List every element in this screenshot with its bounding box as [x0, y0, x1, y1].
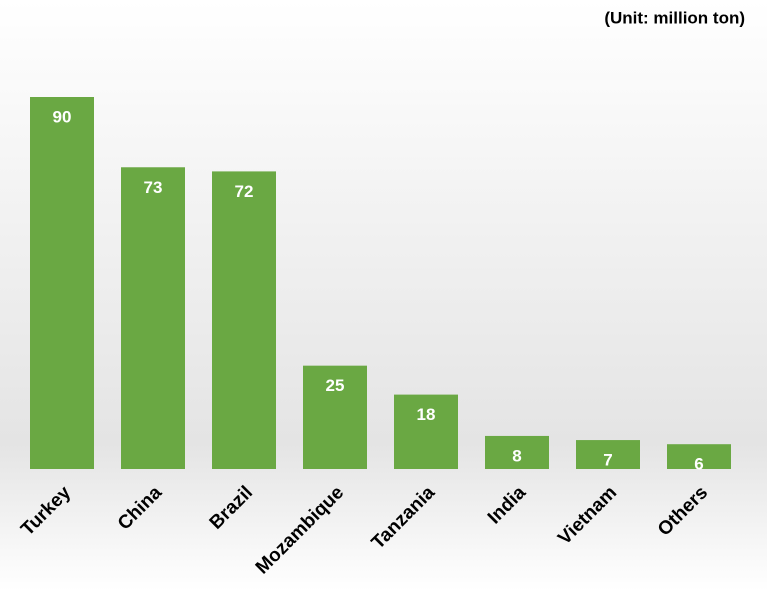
value-label: 6 [694, 455, 703, 474]
value-label: 18 [417, 405, 436, 424]
value-label: 73 [144, 178, 163, 197]
bar [667, 444, 731, 469]
bar [212, 171, 276, 469]
bar [485, 435, 549, 469]
bar [303, 365, 367, 469]
bar [576, 440, 640, 469]
unit-note: (Unit: million ton) [604, 8, 745, 27]
bar [394, 394, 458, 469]
value-label: 72 [235, 182, 254, 201]
value-label: 8 [512, 446, 521, 465]
value-label: 7 [603, 451, 612, 470]
value-label: 25 [326, 376, 345, 395]
bar [121, 167, 185, 469]
value-label: 90 [53, 107, 72, 126]
bar [30, 97, 94, 469]
